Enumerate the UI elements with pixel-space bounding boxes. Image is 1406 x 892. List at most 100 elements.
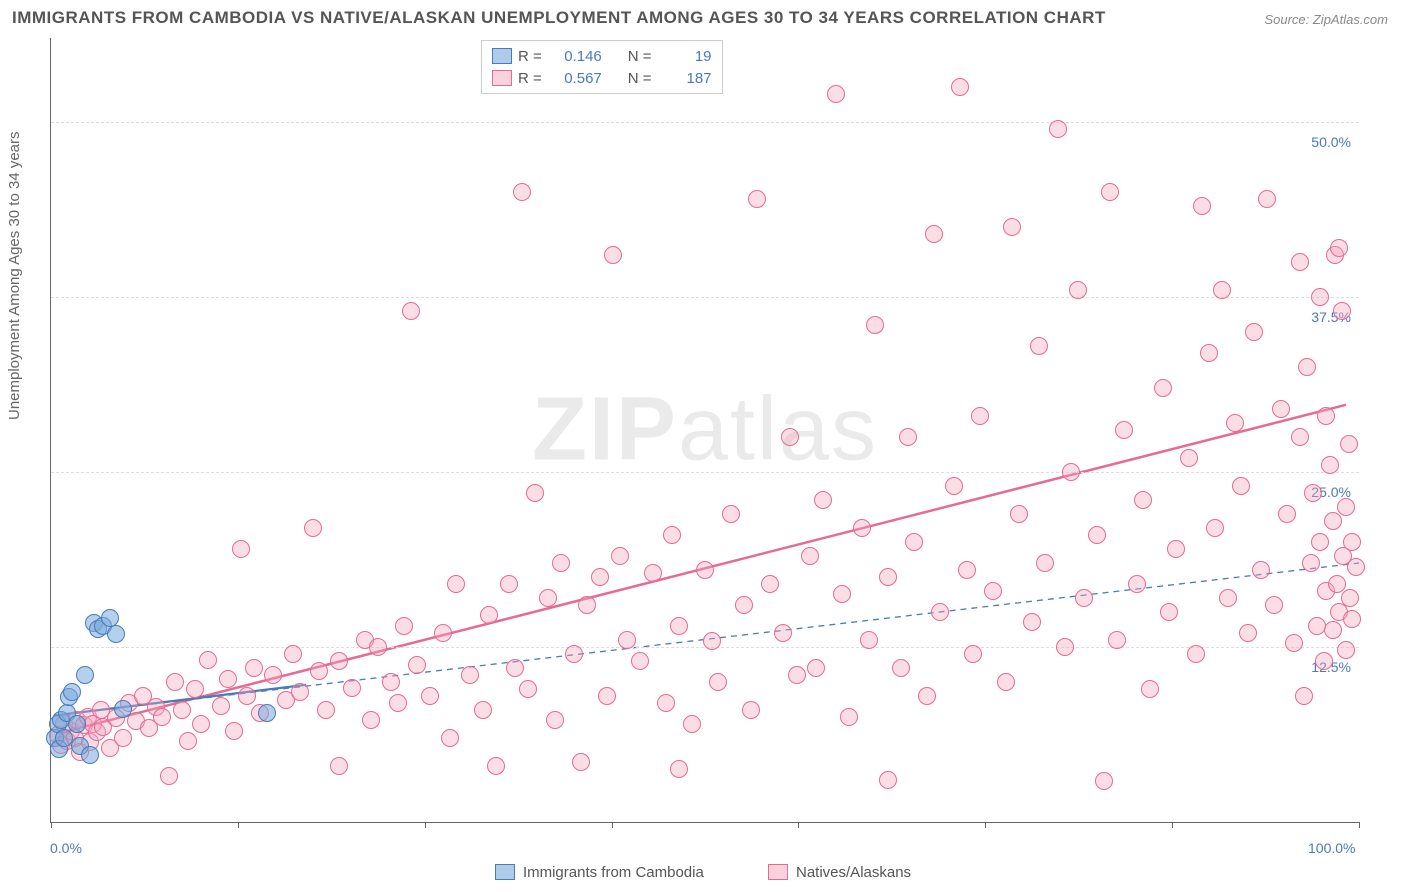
data-point-pink [153, 708, 171, 726]
source-attribution: Source: ZipAtlas.com [1264, 12, 1388, 27]
data-point-pink [683, 715, 701, 733]
data-point-pink [879, 568, 897, 586]
data-point-pink [631, 652, 649, 670]
data-point-pink [1056, 638, 1074, 656]
data-point-pink [918, 687, 936, 705]
data-point-pink [860, 631, 878, 649]
data-point-pink [1278, 505, 1296, 523]
data-point-pink [1265, 596, 1283, 614]
data-point-pink [1239, 624, 1257, 642]
y-tick-label: 50.0% [1311, 134, 1351, 150]
data-point-pink [1200, 344, 1218, 362]
data-point-pink [657, 694, 675, 712]
data-point-pink [598, 687, 616, 705]
data-point-pink [565, 645, 583, 663]
data-point-pink [1206, 519, 1224, 537]
data-point-pink [761, 575, 779, 593]
data-point-pink [774, 624, 792, 642]
data-point-pink [833, 585, 851, 603]
data-point-pink [552, 554, 570, 572]
data-point-pink [1134, 491, 1152, 509]
data-point-pink [330, 652, 348, 670]
series-label-pink: Natives/Alaskans [796, 864, 911, 881]
legend-stats-box: R = 0.146 N = 19 R = 0.567 N = 187 [481, 40, 723, 94]
data-point-pink [1069, 281, 1087, 299]
data-point-pink [362, 711, 380, 729]
data-point-pink [1180, 449, 1198, 467]
x-tick [985, 822, 986, 828]
data-point-pink [382, 673, 400, 691]
data-point-blue [68, 715, 86, 733]
data-point-pink [166, 673, 184, 691]
data-point-pink [310, 662, 328, 680]
series-label-blue: Immigrants from Cambodia [523, 864, 704, 881]
data-point-pink [1245, 323, 1263, 341]
x-tick [238, 822, 239, 828]
n-value-pink: 187 [658, 70, 712, 87]
data-point-pink [788, 666, 806, 684]
data-point-pink [1036, 554, 1054, 572]
data-point-pink [735, 596, 753, 614]
data-point-pink [827, 85, 845, 103]
x-tick [1172, 822, 1173, 828]
x-tick-label: 0.0% [50, 840, 82, 856]
data-point-pink [604, 246, 622, 264]
data-point-pink [703, 632, 721, 650]
data-point-pink [369, 638, 387, 656]
data-point-pink [591, 568, 609, 586]
data-point-pink [951, 78, 969, 96]
data-point-pink [997, 673, 1015, 691]
data-point-pink [1272, 400, 1290, 418]
data-point-pink [1088, 526, 1106, 544]
data-point-pink [814, 491, 832, 509]
data-point-pink [807, 659, 825, 677]
data-point-pink [1167, 540, 1185, 558]
legend-item-blue: Immigrants from Cambodia [495, 864, 704, 881]
source-prefix: Source: [1264, 12, 1312, 27]
data-point-pink [840, 708, 858, 726]
data-point-pink [1311, 533, 1329, 551]
data-point-pink [1324, 512, 1342, 530]
data-point-pink [1154, 379, 1172, 397]
data-point-blue [258, 704, 276, 722]
data-point-pink [1291, 253, 1309, 271]
data-point-pink [546, 711, 564, 729]
data-point-pink [1285, 634, 1303, 652]
data-point-blue [114, 700, 132, 718]
data-point-pink [186, 680, 204, 698]
data-point-pink [480, 606, 498, 624]
data-point-pink [670, 760, 688, 778]
data-point-pink [1291, 428, 1309, 446]
data-point-pink [1141, 680, 1159, 698]
data-point-pink [1226, 414, 1244, 432]
data-point-pink [971, 407, 989, 425]
data-point-pink [389, 694, 407, 712]
data-point-pink [696, 561, 714, 579]
legend-item-pink: Natives/Alaskans [768, 864, 911, 881]
data-point-pink [219, 670, 237, 688]
legend-stats-row-blue: R = 0.146 N = 19 [492, 45, 712, 67]
data-point-pink [748, 190, 766, 208]
watermark: ZIPatlas [532, 379, 878, 482]
data-point-pink [539, 589, 557, 607]
data-point-pink [173, 701, 191, 719]
data-point-pink [1333, 302, 1351, 320]
data-point-pink [304, 519, 322, 537]
data-point-pink [578, 596, 596, 614]
data-point-pink [284, 645, 302, 663]
data-point-pink [866, 316, 884, 334]
data-point-pink [1030, 337, 1048, 355]
legend-series: Immigrants from Cambodia Natives/Alaskan… [0, 864, 1406, 885]
data-point-pink [1258, 190, 1276, 208]
data-point-pink [330, 757, 348, 775]
n-label: N = [628, 48, 652, 65]
data-point-pink [1337, 498, 1355, 516]
data-point-pink [899, 428, 917, 446]
data-point-pink [500, 575, 518, 593]
data-point-pink [1317, 407, 1335, 425]
data-point-pink [395, 617, 413, 635]
data-point-pink [611, 547, 629, 565]
r-value-blue: 0.146 [548, 48, 602, 65]
data-point-pink [879, 771, 897, 789]
data-point-pink [958, 561, 976, 579]
